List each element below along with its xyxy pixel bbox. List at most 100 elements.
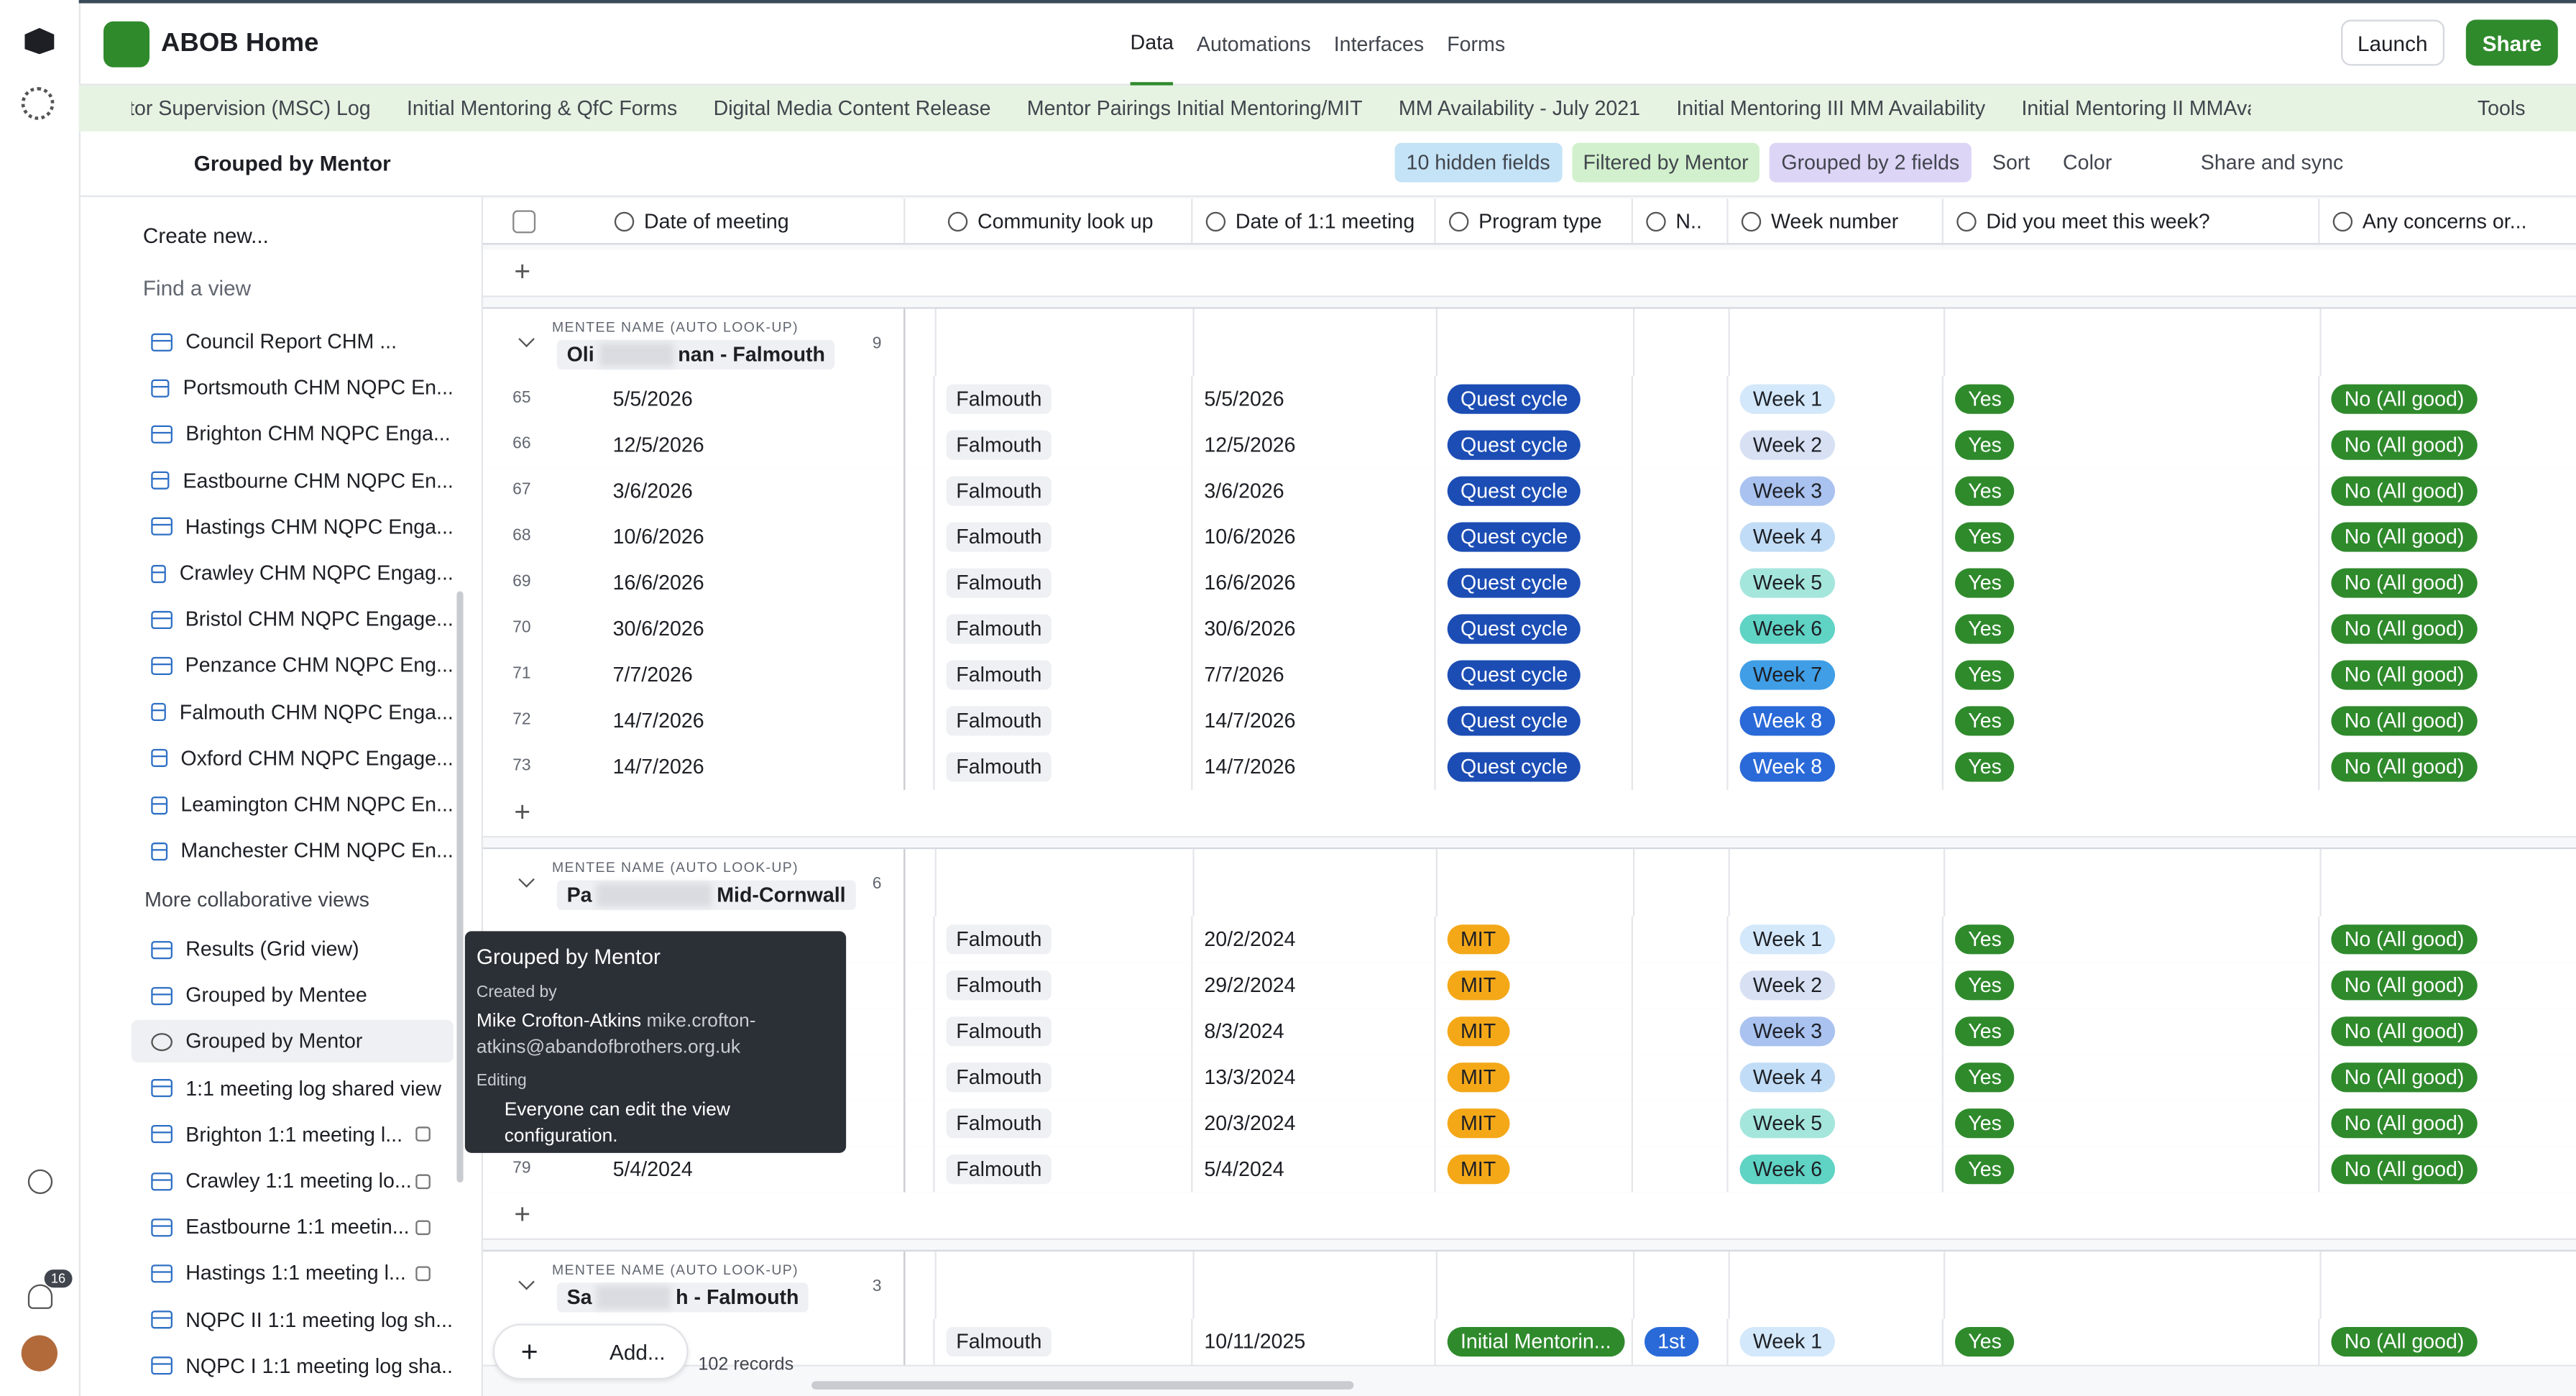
table-tab[interactable]: Mentor Supervision (MSC) Log [132,96,371,120]
sort[interactable]: Sort [1992,151,2030,175]
nav-tab[interactable]: Interfaces [1333,32,1425,56]
add-record[interactable]: + [514,796,531,828]
help-icon[interactable] [27,1169,53,1194]
add-record[interactable]: + [514,1198,531,1231]
group[interactable]: Grouped by 2 fields [1770,142,1972,183]
view-name: Crawley CHM NQPC Engag... [179,561,454,585]
share-sync[interactable]: Share and sync [2200,151,2344,175]
column-header[interactable]: Did you meet this week? [1944,198,2320,244]
record-row[interactable]: 70 30/6/2026 Falmouth 30/6/2026 Quest cycle W… [482,606,2576,654]
avatar[interactable] [21,1335,58,1372]
tools[interactable]: Tools [2477,96,2526,120]
record-row[interactable]: 73 14/7/2026 Falmouth 14/7/2026 Quest cycle W… [482,743,2576,792]
view-item[interactable]: NQPC II 1:1 meeting log sh... [132,1298,454,1341]
launch-button[interactable]: Launch [2341,19,2444,66]
date-1-1: 5/4/2024 [1204,1157,1284,1181]
view-item[interactable]: NQPC I 1:1 meeting log sha... [132,1345,454,1387]
column-header[interactable]: Date of 1:1 meeting [1192,198,1436,244]
find-view[interactable]: Find a view [142,275,252,301]
record-row[interactable]: 68 10/6/2026 Falmouth 10/6/2026 Quest cycle W… [482,514,2576,562]
nav-tab[interactable]: Data [1130,4,1174,86]
collapse-icon[interactable] [518,331,535,348]
view-item[interactable]: Crawley CHM NQPC Engag... [132,552,454,594]
view-item[interactable]: Grouped by Mentee [132,974,454,1016]
table-tab[interactable]: Initial Mentoring & QfC Forms [406,96,678,120]
column-header[interactable]: Community look up [935,198,1193,244]
cell [602,916,906,963]
program-type: MIT [1447,970,1509,1001]
record-row[interactable]: 71 7/7/2026 Falmouth 7/7/2026 Quest cycle Wee… [482,652,2576,700]
table-tab[interactable]: Mentor Pairings Initial Mentoring/MIT [1026,96,1363,120]
column-header[interactable]: Week number [1729,198,1944,244]
collapse-icon[interactable] [518,1273,535,1290]
nav-tab[interactable]: Automations [1196,32,1311,56]
column-header[interactable]: Any concerns or... [2319,198,2576,243]
record-row[interactable]: 69 16/6/2026 Falmouth 16/6/2026 Quest cycle W… [482,560,2576,608]
view-item[interactable]: Portsmouth CHM NQPC En... [132,367,454,409]
community: Falmouth [946,384,1052,414]
add-row: + [482,789,2576,838]
view-item[interactable]: Results (Grid view) [132,928,454,970]
community: Falmouth [946,660,1052,690]
cell: 3/6/2026 [1192,468,1436,515]
logo[interactable] [24,27,55,55]
view-name: Bristol CHM NQPC Engage... [185,607,454,631]
table-tab[interactable]: Digital Media Content Release [713,96,991,120]
group-name: Pa Mid-Cornwall [556,880,856,910]
h-scrollbar[interactable] [811,1381,1354,1390]
cell: Falmouth [935,1100,1193,1147]
view-item[interactable]: Hastings CHM NQPC Enga... [132,505,454,548]
spacer [905,606,935,653]
view-item[interactable]: Grouped by Mentor [131,1020,454,1064]
column-header[interactable]: N.. [1633,198,1729,244]
share-button[interactable]: Share [2465,19,2559,66]
view-item[interactable]: Eastbourne 1:1 meetin... [132,1206,454,1248]
view-item[interactable]: Oxford CHM NQPC Engage... [132,737,454,779]
empty-cell [1632,308,1635,378]
record-row[interactable]: 65 5/5/2026 Falmouth 5/5/2026 Quest cycle Wee… [482,376,2576,424]
create-new[interactable]: Create new... [142,223,269,248]
view-item[interactable]: Hastings 1:1 meeting l... [132,1252,454,1295]
scrollbar[interactable] [456,591,464,1183]
view-item[interactable]: Penzance CHM NQPC Eng... [132,644,454,686]
view-item[interactable]: Eastbourne CHM NQPC En... [132,459,454,502]
column-header[interactable]: Date of meeting [602,198,906,244]
hidden-fields[interactable]: 10 hidden fields [1394,142,1562,183]
record-row[interactable]: Falmouth 10/11/2025 Initial Mentorin... 1st… [482,1318,2576,1367]
program-type: MIT [1447,1154,1509,1185]
add-record[interactable]: + [514,256,531,288]
section-title[interactable]: More collaborative views [144,888,369,912]
cell: 16/6/2026 [1192,560,1436,607]
view-item[interactable]: Council Report CHM ... [132,321,454,363]
view-item[interactable]: Falmouth CHM NQPC Enga... [132,691,454,733]
apps-icon[interactable] [21,87,55,120]
view-item[interactable]: Bristol CHM NQPC Engage... [132,598,454,640]
base-name[interactable]: ABOB Home [160,29,319,58]
grid-icon [151,1310,172,1329]
add-button[interactable]: Add... [609,1339,666,1364]
table-tab[interactable]: Initial Mentoring III MM Availability [1676,96,1986,120]
collapse-icon[interactable] [518,871,535,888]
view-item[interactable]: Manchester CHM NQPC En... [132,830,454,872]
record-row[interactable]: 67 3/6/2026 Falmouth 3/6/2026 Quest cycle Wee… [482,468,2576,516]
view-item[interactable]: Leamington CHM NQPC En... [132,784,454,826]
view-item[interactable]: Crawley 1:1 meeting lo... [132,1159,454,1202]
view-name[interactable]: Grouped by Mentor [193,151,391,176]
bell-icon[interactable] [27,1284,53,1309]
select-all[interactable] [512,210,536,234]
add-plus[interactable]: + [520,1334,538,1368]
record-row[interactable]: 72 14/7/2026 Falmouth 14/7/2026 Quest cycle W… [482,697,2576,746]
view-item[interactable]: Brighton 1:1 meeting l... [132,1113,454,1156]
column-header[interactable]: Program type [1436,198,1633,244]
cell: Quest cycle [1436,422,1633,469]
filter[interactable]: Filtered by Mentor [1571,142,1760,183]
record-row[interactable]: 79 5/4/2024 Falmouth 5/4/2024 MIT Week 6 Yes No… [482,1146,2576,1194]
nav-tab[interactable]: Forms [1447,32,1506,56]
view-item[interactable]: 1:1 meeting log shared view [132,1067,454,1109]
table-tab[interactable]: MM Availability - July 2021 [1398,96,1641,120]
view-item[interactable]: Brighton CHM NQPC Enga... [132,413,454,455]
date-1-1: 8/3/2024 [1204,1019,1284,1043]
color[interactable]: Color [2063,151,2112,175]
record-row[interactable]: 66 12/5/2026 Falmouth 12/5/2026 Quest cycle W… [482,422,2576,470]
